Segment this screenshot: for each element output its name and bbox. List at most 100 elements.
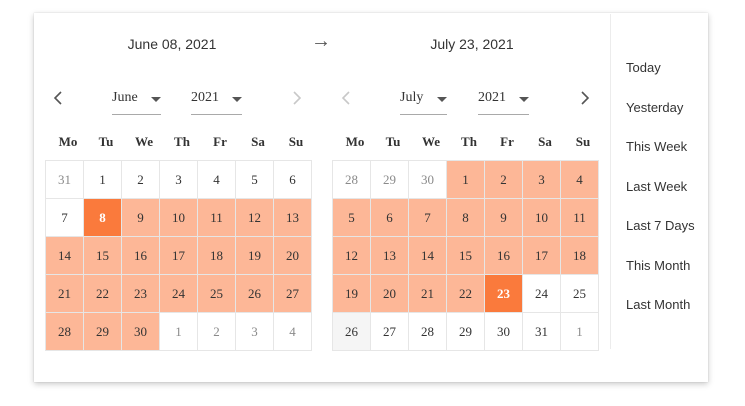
day-cell[interactable]: 17 [523,237,561,275]
chevron-right-icon[interactable] [291,86,303,110]
day-cell[interactable]: 10 [523,199,561,237]
day-cell[interactable]: 28 [409,313,447,351]
preset-yesterday[interactable]: Yesterday [626,99,684,115]
day-cell[interactable]: 28 [333,161,371,199]
day-cell[interactable]: 17 [160,237,198,275]
day-cell[interactable]: 4 [198,161,236,199]
day-cell[interactable]: 3 [523,161,561,199]
weekday-header: Su [288,134,304,149]
day-cell[interactable]: 5 [333,199,371,237]
day-cell[interactable]: 31 [46,161,84,199]
day-cell[interactable]: 29 [447,313,485,351]
day-cell[interactable]: 6 [371,199,409,237]
day-cell[interactable]: 4 [274,313,312,351]
day-cell[interactable]: 1 [160,313,198,351]
weekday-header: Mo [58,134,78,149]
preset-last-month[interactable]: Last Month [626,297,691,312]
weekday-header: Fr [213,134,227,149]
day-cell[interactable]: 2 [198,313,236,351]
day-cell[interactable]: 30 [409,161,447,199]
day-cell[interactable]: 23 [122,275,160,313]
day-cell[interactable]: 29 [84,313,122,351]
day-cell[interactable]: 27 [274,275,312,313]
day-cell[interactable]: 8 [447,199,485,237]
day-cell[interactable]: 28 [46,313,84,351]
preset-last-7-days[interactable]: Last 7 Days [626,218,695,233]
day-cell[interactable]: 14 [46,237,84,275]
day-cell[interactable]: 19 [236,237,274,275]
day-cell[interactable]: 16 [122,237,160,275]
left-month-select[interactable]: June [112,88,161,115]
day-cell[interactable]: 9 [485,199,523,237]
day-cell[interactable]: 7 [46,199,84,237]
day-cell[interactable]: 23 [485,275,523,313]
left-day-grid: 31 1 2 3 4 5 6 7 8 9 10 11 12 13 14 15 16 17 18 19 20 21 22 23 2… [45,160,312,351]
day-cell[interactable]: 6 [274,161,312,199]
chevron-right-icon[interactable] [579,86,591,110]
day-cell[interactable]: 8 [84,199,122,237]
day-cell[interactable]: 1 [84,161,122,199]
day-cell[interactable]: 11 [561,199,599,237]
day-cell[interactable]: 11 [198,199,236,237]
day-cell[interactable]: 9 [122,199,160,237]
day-cell[interactable]: 30 [485,313,523,351]
weekday-header: Mo [345,134,365,149]
day-cell[interactable]: 15 [447,237,485,275]
weekday-header: Th [174,134,190,149]
preset-this-week[interactable]: This Week [626,139,688,154]
day-cell[interactable]: 15 [84,237,122,275]
day-cell[interactable]: 20 [274,237,312,275]
day-cell[interactable]: 25 [198,275,236,313]
day-cell[interactable]: 1 [561,313,599,351]
day-cell[interactable]: 2 [122,161,160,199]
day-cell[interactable]: 12 [333,237,371,275]
day-cell[interactable]: 4 [561,161,599,199]
day-cell[interactable]: 26 [333,313,371,351]
caret-down-icon [519,97,529,102]
weekday-header: Sa [251,134,265,149]
end-date-label: July 23, 2021 [430,36,514,52]
caret-down-icon [232,97,242,102]
preset-this-month[interactable]: This Month [626,257,691,273]
right-month-select[interactable]: July [400,88,447,115]
preset-today[interactable]: Today [626,60,661,75]
day-cell[interactable]: 31 [523,313,561,351]
day-cell[interactable]: 13 [371,237,409,275]
day-cell[interactable]: 21 [46,275,84,313]
day-cell[interactable]: 1 [447,161,485,199]
day-cell[interactable]: 22 [447,275,485,313]
chevron-left-icon[interactable] [340,86,352,110]
day-cell[interactable]: 2 [485,161,523,199]
day-cell[interactable]: 19 [333,275,371,313]
left-year-select[interactable]: 2021 [191,88,242,115]
right-day-grid: 28 29 30 1 2 3 4 5 6 7 8 9 10 11 12 13 14 15 16 17 18 19 20 21 2… [332,160,599,351]
day-cell[interactable]: 24 [160,275,198,313]
day-cell[interactable]: 26 [236,275,274,313]
day-cell[interactable]: 3 [160,161,198,199]
day-cell[interactable]: 30 [122,313,160,351]
start-date-label: June 08, 2021 [127,36,217,52]
day-cell[interactable]: 18 [198,237,236,275]
weekday-header: We [421,134,441,149]
chevron-left-icon[interactable] [52,86,64,110]
caret-down-icon [437,97,447,102]
day-cell[interactable]: 12 [236,199,274,237]
day-cell[interactable]: 27 [371,313,409,351]
day-cell[interactable]: 7 [409,199,447,237]
day-cell[interactable]: 20 [371,275,409,313]
day-cell[interactable]: 18 [561,237,599,275]
day-cell[interactable]: 3 [236,313,274,351]
weekday-header: Th [461,134,477,149]
right-year-select[interactable]: 2021 [478,88,529,115]
day-cell[interactable]: 21 [409,275,447,313]
day-cell[interactable]: 25 [561,275,599,313]
day-cell[interactable]: 16 [485,237,523,275]
preset-last-week[interactable]: Last Week [626,178,688,194]
day-cell[interactable]: 24 [523,275,561,313]
day-cell[interactable]: 5 [236,161,274,199]
day-cell[interactable]: 22 [84,275,122,313]
day-cell[interactable]: 29 [371,161,409,199]
day-cell[interactable]: 10 [160,199,198,237]
day-cell[interactable]: 14 [409,237,447,275]
day-cell[interactable]: 13 [274,199,312,237]
